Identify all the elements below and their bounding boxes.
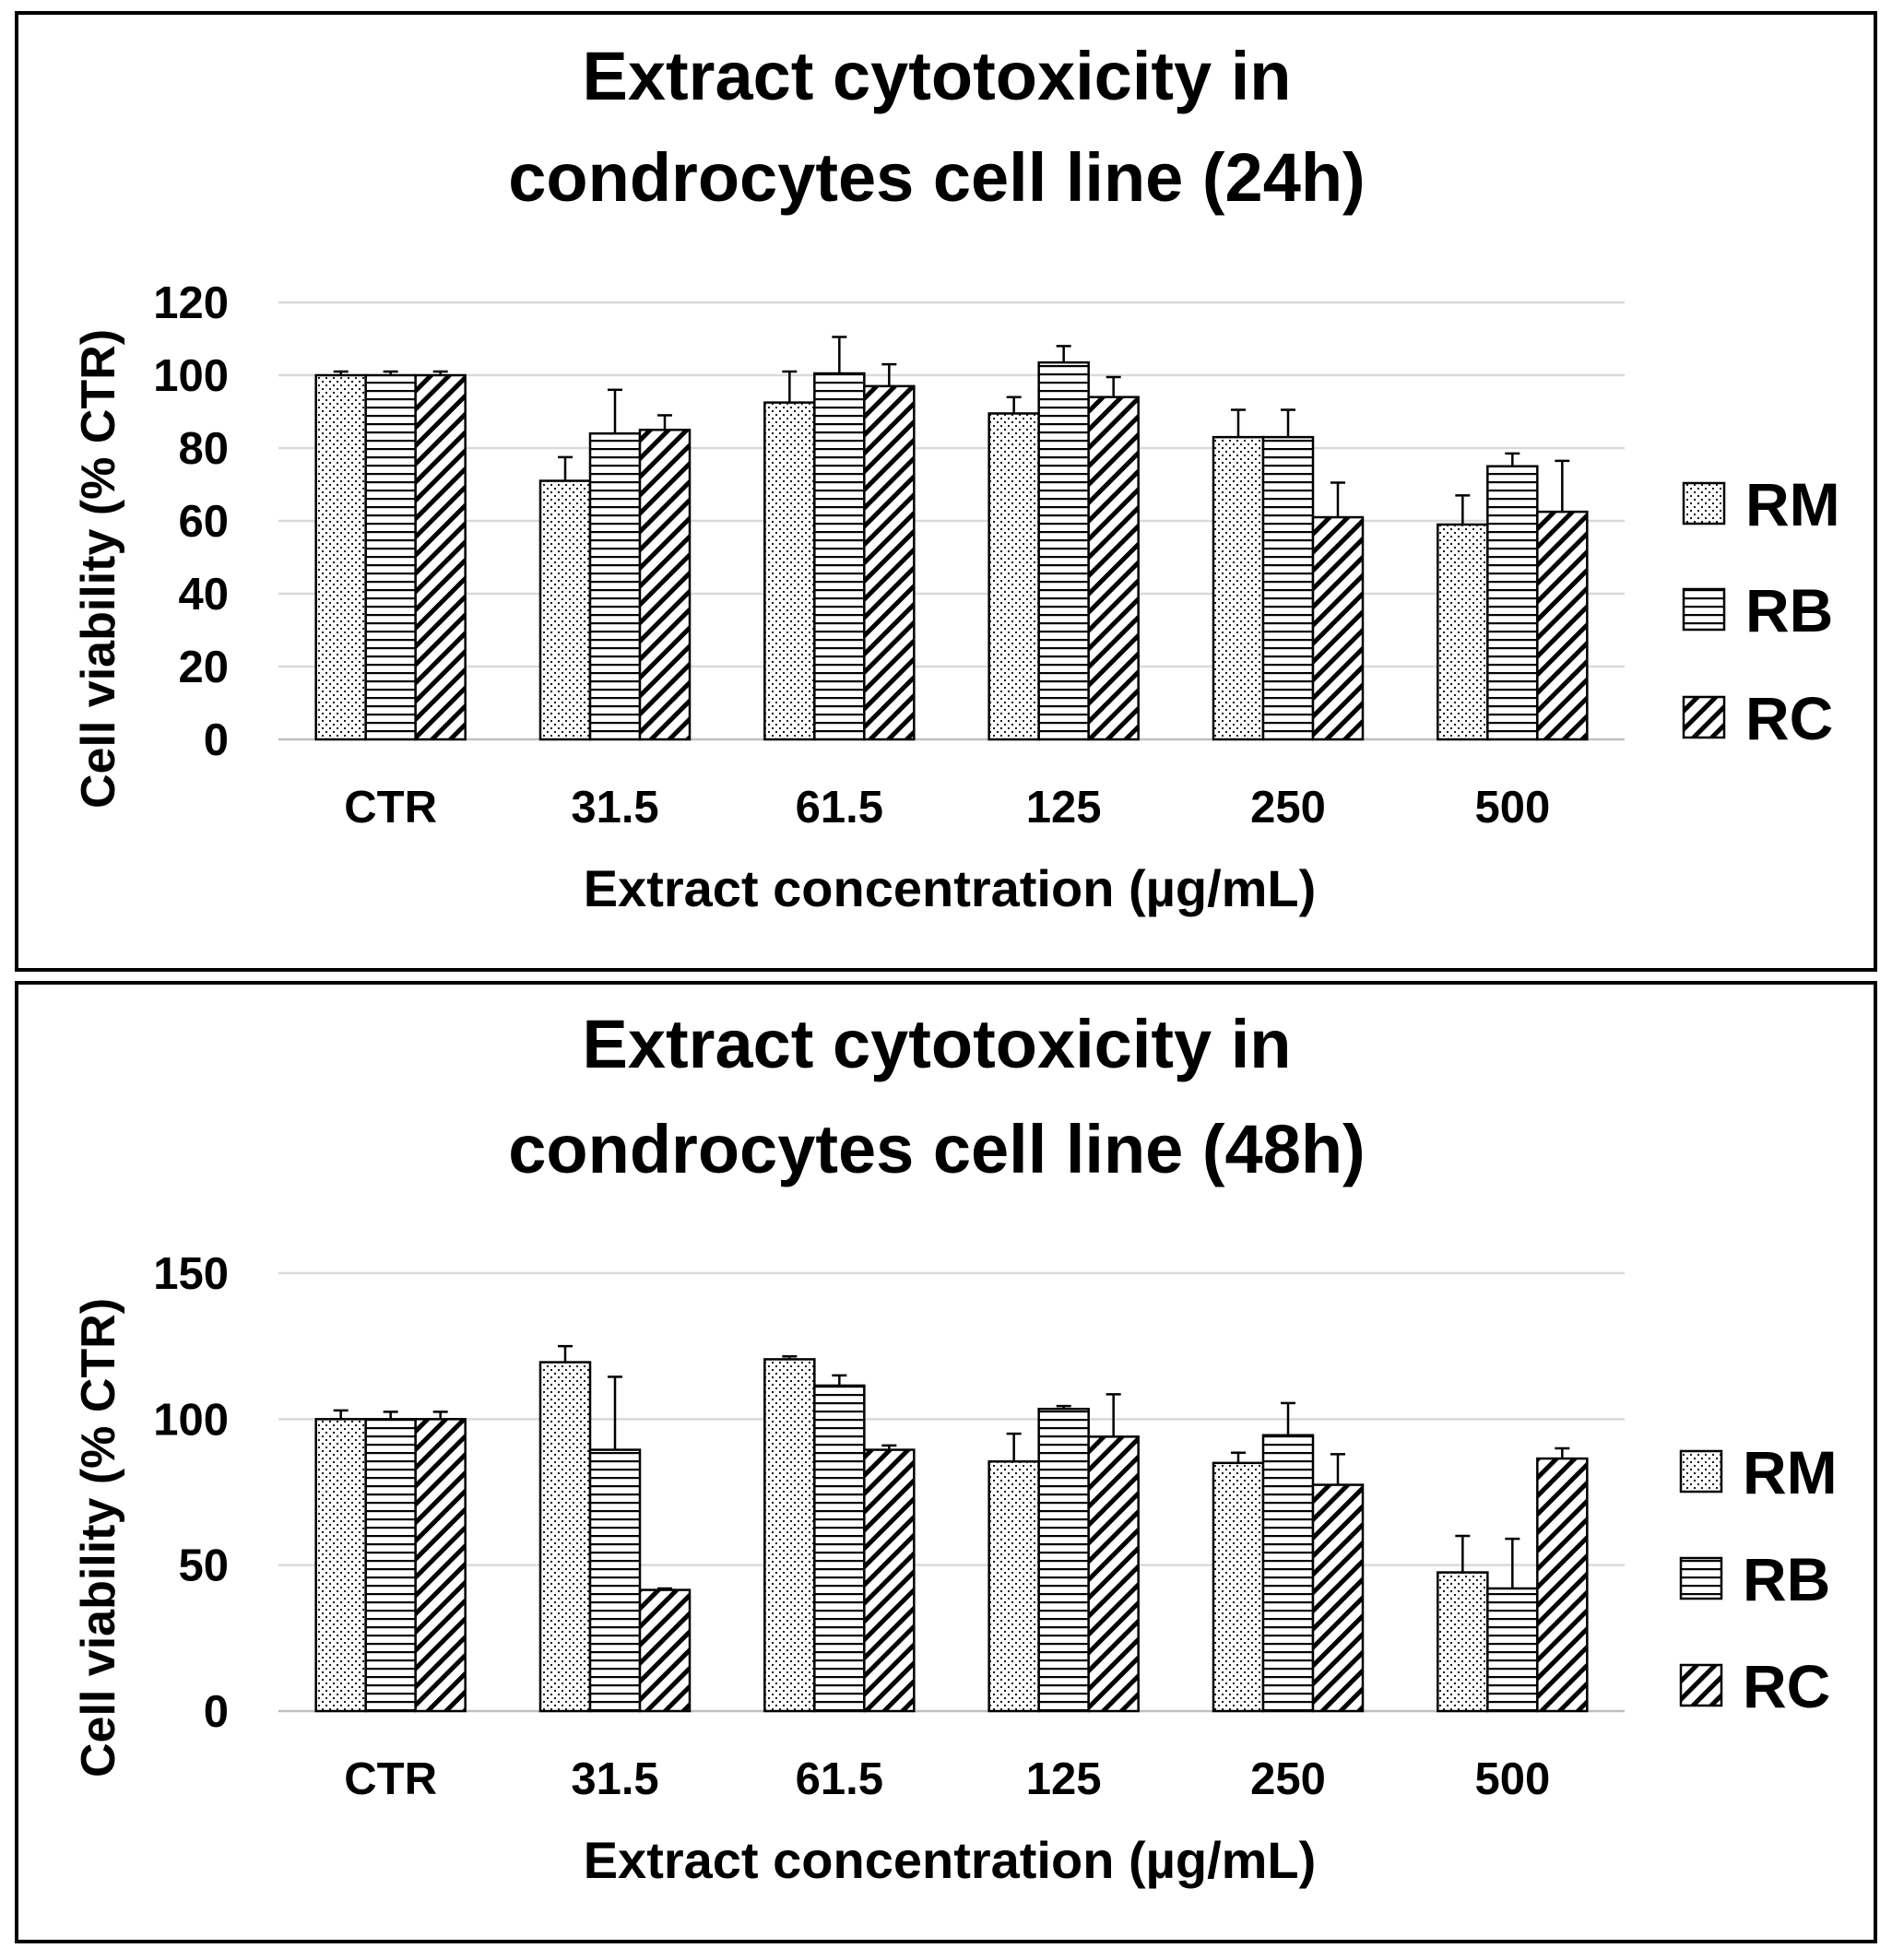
bar-rc [1087, 1435, 1140, 1713]
bar-rb [364, 1418, 417, 1713]
legend-label-rb: RB [1743, 1545, 1830, 1613]
category-label: 250 [1250, 1754, 1326, 1804]
bar-rb [813, 372, 866, 741]
chart-title-line: Extract cytotoxicity in [582, 38, 1291, 114]
bar-rm [1437, 1571, 1489, 1713]
legend-label-rc: RC [1743, 1652, 1830, 1720]
bar-rb [588, 1448, 642, 1713]
category-label: 500 [1474, 783, 1550, 832]
category-label: CTR [344, 1754, 437, 1804]
bar-rc [1536, 1457, 1589, 1713]
category-label: 61.5 [796, 783, 883, 832]
y-tick-label: 80 [178, 424, 229, 474]
bar-rb [364, 373, 417, 741]
bar-rm [1437, 523, 1489, 741]
bar-rc [1087, 396, 1140, 741]
category-label: 125 [1026, 1754, 1102, 1804]
bar-rc [638, 429, 692, 741]
legend-label-rm: RM [1745, 470, 1840, 538]
bar-rb [1037, 360, 1090, 741]
y-tick-label: 60 [178, 497, 229, 547]
bar-rc [1311, 515, 1365, 741]
legend-label-rb: RB [1745, 576, 1833, 644]
chart-frame [15, 11, 1877, 972]
legend-swatch-rm [1679, 1449, 1723, 1494]
y-axis-label: Cell viability (% CTR) [72, 1298, 125, 1777]
bar-rb [1261, 1434, 1315, 1713]
bar-rm [763, 401, 816, 741]
y-tick-label: 150 [153, 1249, 229, 1299]
bar-rc [1536, 510, 1589, 741]
category-label: 31.5 [571, 1754, 658, 1804]
bar-rb [1037, 1408, 1090, 1713]
bar-rb [813, 1384, 866, 1713]
bar-rm [314, 373, 367, 741]
y-tick-label: 120 [153, 278, 229, 328]
bar-rc [638, 1588, 692, 1713]
legend-label-rm: RM [1743, 1438, 1838, 1506]
category-label: CTR [344, 783, 437, 832]
bar-rb [588, 431, 642, 741]
chart-frame [15, 981, 1877, 1943]
chart-title-line: condrocytes cell line (48h) [508, 1111, 1365, 1187]
y-tick-label: 40 [178, 570, 229, 620]
legend-swatch-rc [1682, 695, 1726, 739]
y-tick-label: 50 [178, 1541, 229, 1591]
chart-48h: Extract cytotoxicity in condrocytes cell … [15, 981, 1877, 1943]
bar-rm [538, 479, 592, 741]
legend-swatch-rm [1682, 481, 1726, 525]
legend-swatch-rb [1682, 587, 1726, 632]
y-tick-label: 0 [204, 715, 229, 765]
bar-rm [987, 1460, 1040, 1713]
bar-rm [987, 412, 1040, 741]
bar-rm [763, 1358, 816, 1713]
category-label: 125 [1026, 783, 1102, 832]
bar-rb [1261, 435, 1315, 741]
y-tick-label: 100 [153, 351, 229, 401]
y-tick-label: 0 [204, 1687, 229, 1737]
y-tick-label: 20 [178, 643, 229, 692]
bar-rc [414, 373, 467, 741]
bar-rb [1486, 465, 1539, 741]
bar-rm [538, 1361, 592, 1713]
bar-rc [863, 384, 916, 741]
y-axis-label: Cell viability (% CTR) [72, 329, 125, 809]
bar-rb [1486, 1587, 1539, 1713]
x-axis-label: Extract concentration (µg/mL) [584, 859, 1317, 917]
category-label: 61.5 [796, 1754, 883, 1804]
bar-rc [1311, 1483, 1365, 1713]
legend-label-rc: RC [1745, 684, 1833, 752]
category-label: 500 [1474, 1754, 1550, 1804]
category-label: 250 [1250, 783, 1326, 832]
bar-rm [1212, 1461, 1265, 1713]
chart-title-line: Extract cytotoxicity in [582, 1006, 1291, 1082]
category-label: 31.5 [571, 783, 658, 832]
bar-rc [414, 1418, 467, 1713]
legend-swatch-rc [1679, 1663, 1723, 1707]
legend-swatch-rb [1679, 1556, 1723, 1600]
bar-rm [1212, 435, 1265, 741]
x-axis-label: Extract concentration (µg/mL) [584, 1831, 1317, 1889]
y-tick-label: 100 [153, 1395, 229, 1445]
chart-24h: Extract cytotoxicity in condrocytes cell … [15, 11, 1877, 972]
chart-title-line: condrocytes cell line (24h) [508, 139, 1365, 216]
bar-rc [863, 1448, 916, 1713]
bar-rm [314, 1418, 367, 1713]
